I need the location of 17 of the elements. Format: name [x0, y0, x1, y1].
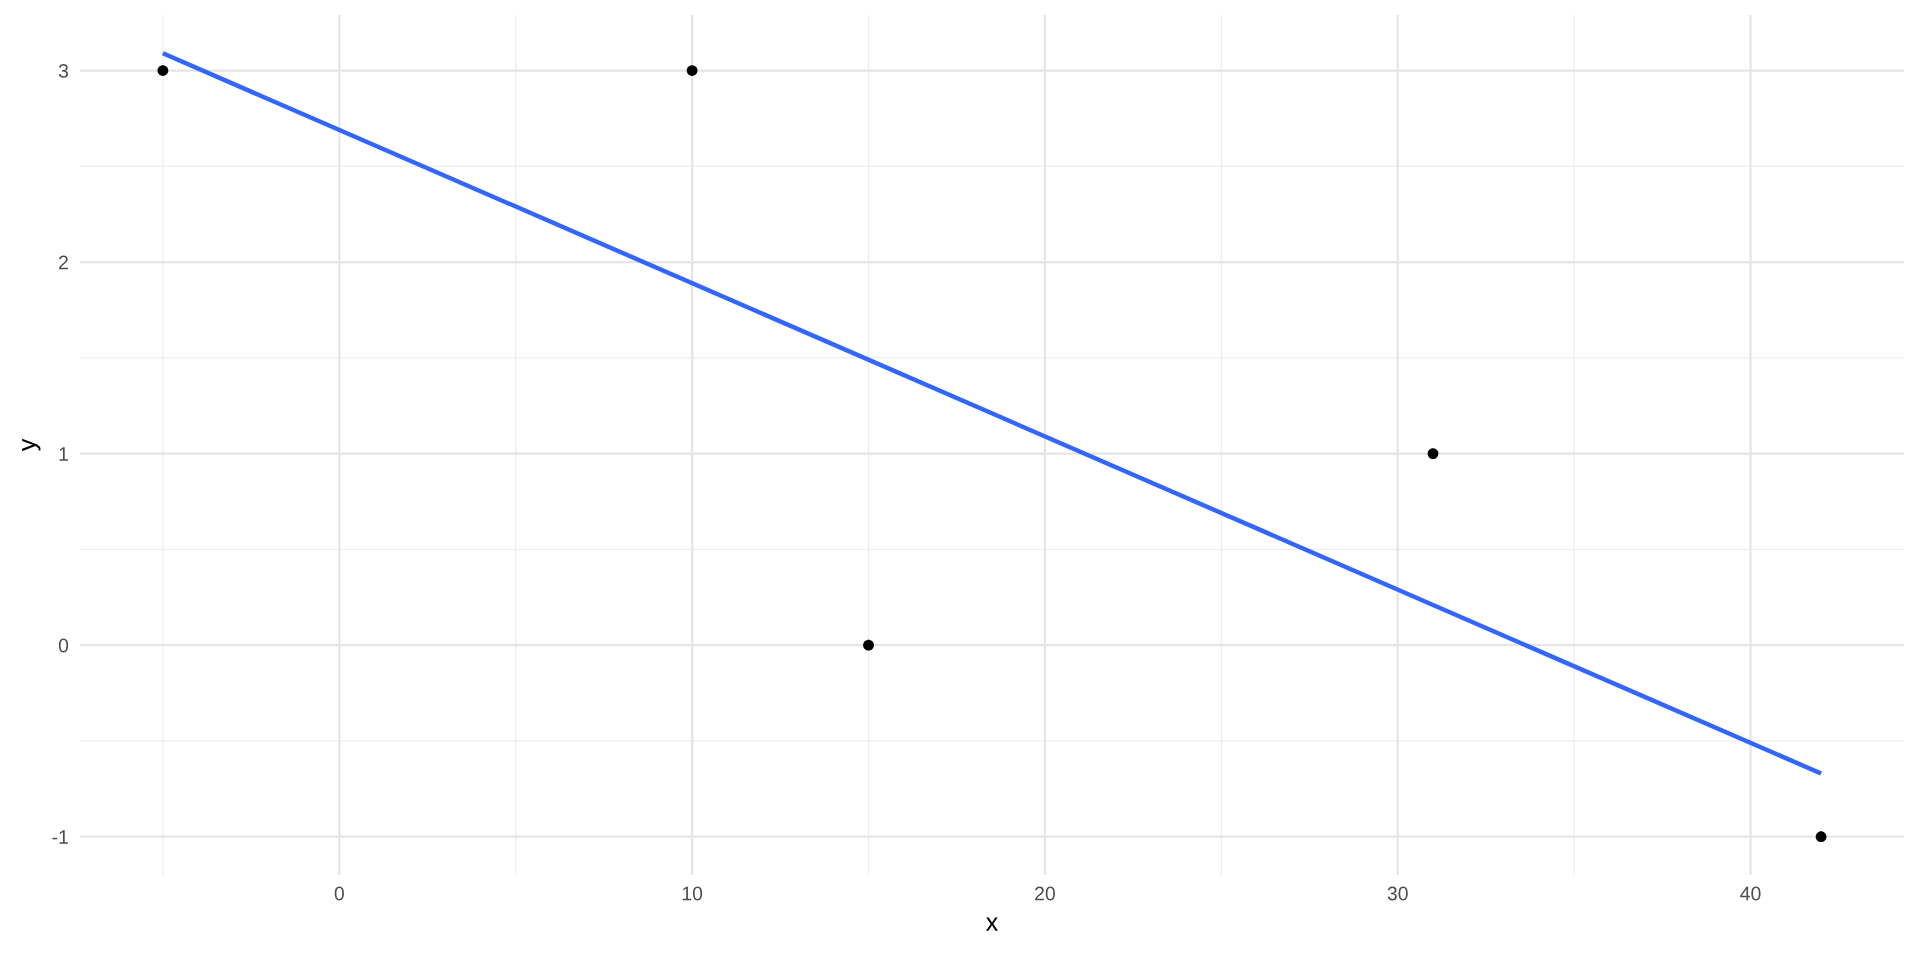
point [157, 65, 169, 76]
y-tick-label: -1 [52, 830, 68, 844]
y-tick-label: 3 [58, 64, 69, 78]
x-tick-label: 40 [1740, 886, 1761, 901]
x-tick-label: 20 [1035, 886, 1055, 901]
x-tick-label: 30 [1387, 886, 1408, 901]
x-tick-label: 10 [682, 886, 703, 901]
point [1427, 448, 1439, 459]
point [686, 65, 698, 76]
y-tick-label: 2 [59, 255, 68, 270]
x-tick-label: 0 [334, 886, 344, 901]
y-axis-title: y [22, 438, 41, 452]
x-axis-title: x [986, 917, 998, 931]
point [863, 639, 874, 651]
y-tick-label: 0 [58, 638, 69, 653]
y-tick-label: 1 [59, 447, 68, 461]
point [1815, 831, 1827, 843]
